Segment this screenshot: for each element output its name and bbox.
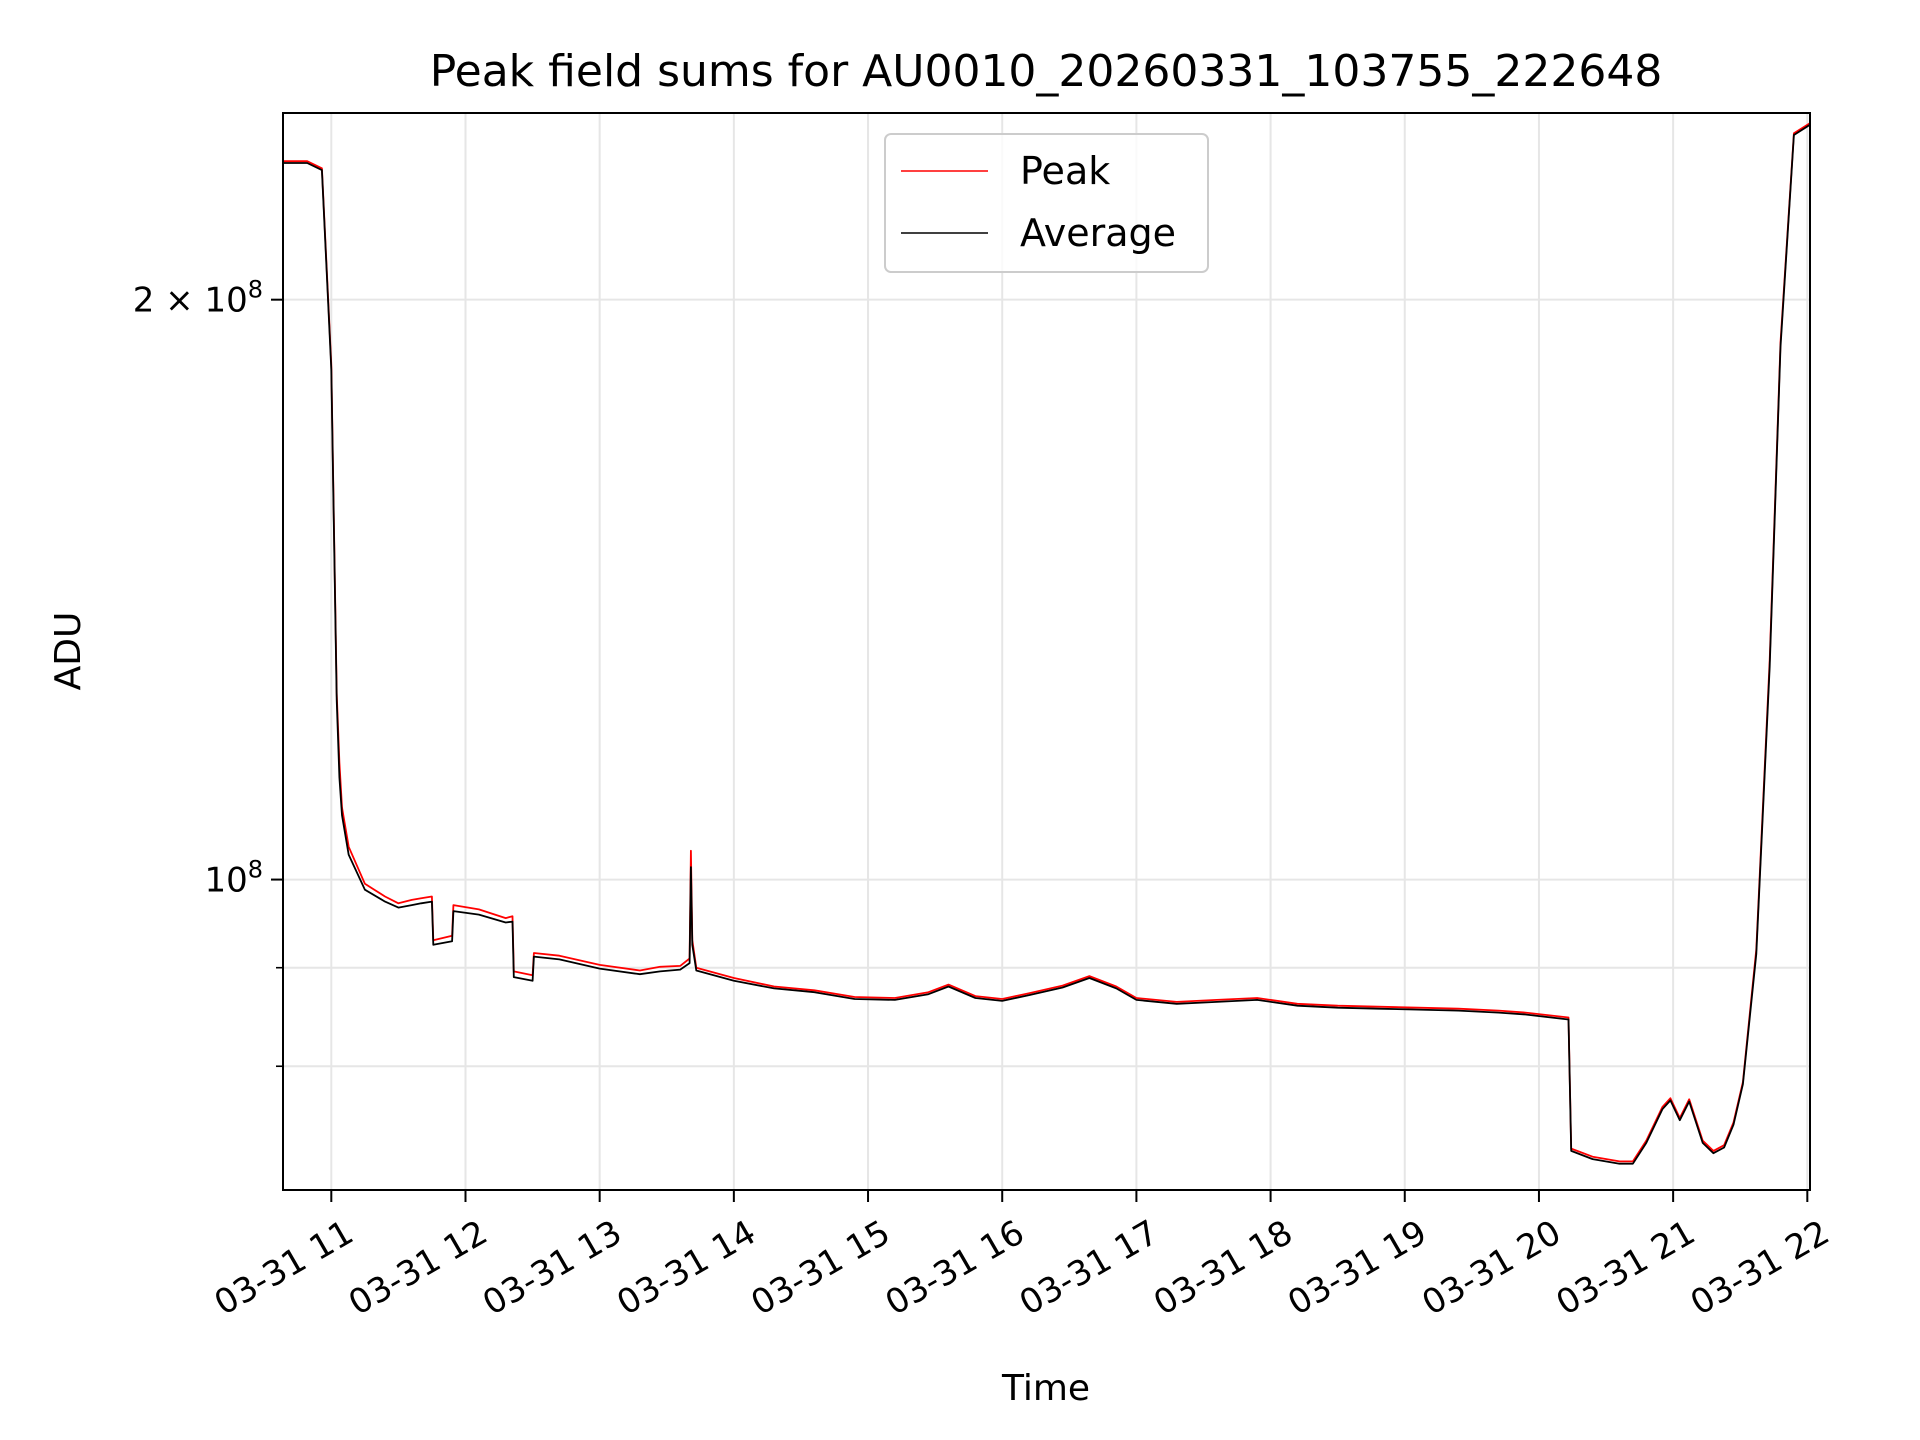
y-tick-label: 2 × 108 bbox=[133, 276, 263, 321]
chart-title: Peak field sums for AU0010_20260331_1037… bbox=[430, 46, 1663, 97]
series-layer bbox=[283, 122, 1811, 1165]
series-line-average bbox=[283, 124, 1811, 1165]
y-tick-label: 108 bbox=[204, 856, 263, 901]
legend-label-average: Average bbox=[1020, 211, 1176, 255]
series-line-peak bbox=[283, 122, 1811, 1163]
legend-label-peak: Peak bbox=[1020, 149, 1110, 193]
grid bbox=[283, 113, 1810, 1190]
legend: Peak Average bbox=[884, 133, 1209, 273]
plot-frame bbox=[282, 112, 1811, 1191]
x-axis-label: Time bbox=[1001, 1368, 1090, 1409]
legend-box bbox=[884, 133, 1209, 273]
y-axis-label: ADU bbox=[48, 612, 89, 691]
y-axis: 108 2 × 108 bbox=[133, 276, 283, 1068]
